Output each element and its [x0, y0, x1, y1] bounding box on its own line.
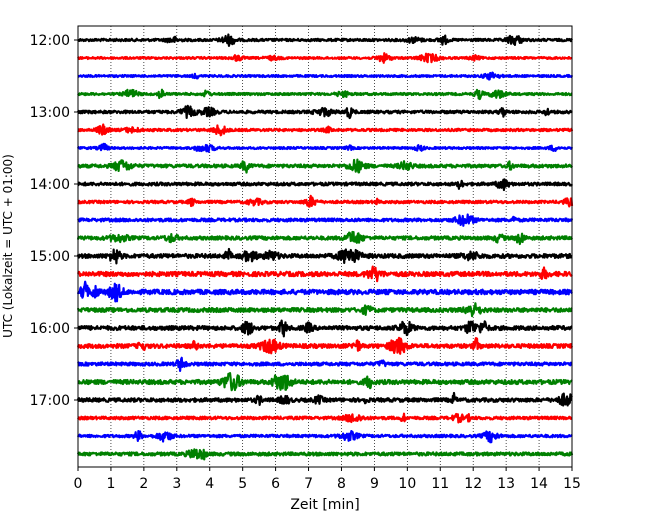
trace-1230 [77, 71, 574, 81]
y-tick-label: 13:00 [30, 105, 70, 121]
x-axis: 0 1 2 3 4 5 6 7 8 9 10 11 12 13 14 15 [74, 467, 581, 492]
x-tick-label: 12 [464, 476, 482, 492]
x-tick-label: 7 [304, 476, 313, 492]
trace-1245 [77, 88, 573, 101]
y-tick-label: 17:00 [30, 393, 70, 409]
trace-1730 [76, 429, 573, 444]
trace-1645 [77, 372, 573, 392]
trace-1615 [76, 336, 574, 355]
x-tick-label: 5 [238, 476, 247, 492]
trace-1700 [76, 391, 573, 407]
y-tick-label: 12:00 [30, 33, 70, 49]
trace-1500 [76, 247, 573, 265]
trace-1445 [76, 230, 573, 246]
trace-1745 [76, 448, 574, 461]
y-axis-label: UTC (Lokalzeit = UTC + 01:00) [1, 154, 15, 338]
trace-1315 [77, 123, 574, 137]
x-tick-label: 9 [370, 476, 379, 492]
trace-1330 [76, 142, 574, 153]
plot-frame [77, 25, 573, 468]
x-tick-label: 0 [74, 476, 83, 492]
trace-1545 [76, 302, 573, 318]
x-tick-label: 11 [431, 476, 449, 492]
x-tick-label: 6 [271, 476, 280, 492]
trace-1430 [77, 213, 574, 227]
x-tick-label: 4 [205, 476, 214, 492]
trace-1300 [77, 104, 573, 120]
y-tick-label: 15:00 [30, 249, 70, 265]
y-tick-label: 16:00 [30, 321, 70, 337]
y-tick-label: 14:00 [30, 177, 70, 193]
trace-1630 [77, 356, 573, 373]
trace-1715 [77, 412, 573, 424]
x-tick-label: 1 [106, 476, 115, 492]
x-tick-label: 10 [398, 476, 416, 492]
x-axis-label: Zeit [min] [290, 497, 359, 513]
x-tick-label: 8 [337, 476, 346, 492]
x-tick-label: 15 [563, 476, 581, 492]
trace-1415 [77, 194, 574, 208]
traces [76, 33, 574, 461]
trace-1345 [77, 158, 573, 174]
trace-1215 [77, 52, 573, 64]
trace-1200 [76, 33, 573, 47]
x-tick-label: 14 [530, 476, 548, 492]
plot-area [78, 26, 572, 467]
y-axis: 12:00 13:00 14:00 15:00 16:00 17:00 [30, 33, 78, 409]
trace-1400 [77, 178, 573, 192]
x-tick-label: 3 [172, 476, 181, 492]
trace-1600 [76, 319, 573, 338]
trace-1530 [76, 280, 573, 303]
x-tick-label: 13 [497, 476, 515, 492]
x-tick-label: 2 [139, 476, 148, 492]
trace-1515 [76, 265, 573, 283]
